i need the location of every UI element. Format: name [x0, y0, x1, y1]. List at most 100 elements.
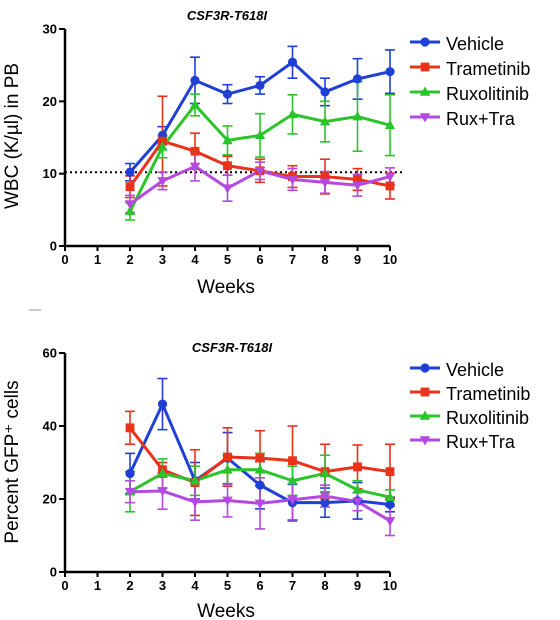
legend-label-vehicle: Vehicle [446, 360, 504, 380]
x-tick-label: 8 [321, 578, 328, 593]
legend-swatch-marker-vehicle [420, 363, 430, 373]
legend-label-rux-tra: Rux+Tra [446, 432, 516, 452]
data-point-ruxolitinib [287, 475, 298, 485]
legend-swatch-marker-ruxolitinib [419, 86, 431, 96]
data-point-ruxolitinib [352, 484, 363, 494]
data-point-trametinib [353, 175, 362, 184]
y-axis-label: Percent GFP⁺ cells [2, 380, 23, 543]
data-point-vehicle [287, 57, 298, 67]
data-point-trametinib [125, 182, 135, 192]
data-point-ruxolitinib [124, 205, 136, 216]
x-tick-label: 6 [256, 252, 263, 267]
data-point-rux-tra [254, 499, 266, 509]
legend-label-ruxolitinib: Ruxolitinib [446, 84, 529, 104]
x-tick-label: 3 [159, 252, 166, 267]
data-point-trametinib [190, 146, 200, 156]
legend-swatch-marker-vehicle [420, 37, 430, 47]
legend-swatch-marker-trametinib [420, 62, 430, 72]
x-tick-label: 7 [289, 578, 296, 593]
data-point-ruxolitinib [254, 464, 266, 474]
data-points [124, 399, 396, 527]
data-point-vehicle [125, 468, 135, 479]
x-tick-label: 1 [94, 252, 101, 267]
data-point-ruxolitinib [319, 467, 331, 478]
wbc-chart: CSF3R-T618I WBC (K/µl) in PB Weeks 0 1 2 3 4… [2, 8, 530, 298]
data-point-rux-tra [157, 177, 168, 187]
x-tick-label: 2 [126, 578, 133, 593]
data-point-rux-tra [189, 162, 201, 172]
data-point-ruxolitinib [384, 119, 396, 130]
x-axis-label: Weeks [197, 277, 255, 298]
legend-label-rux-tra: Rux+Tra [446, 109, 516, 129]
data-point-vehicle [125, 167, 135, 177]
axes [59, 352, 391, 577]
x-tick-label: 9 [354, 578, 361, 593]
x-tick-label: 1 [94, 578, 101, 593]
data-point-ruxolitinib [384, 491, 396, 501]
legend-swatch-marker-trametinib [420, 387, 430, 397]
x-tick-label: 0 [61, 578, 68, 593]
data-point-trametinib [255, 453, 265, 463]
x-tick-label: 0 [61, 252, 68, 267]
legend-label-ruxolitinib: Ruxolitinib [446, 408, 529, 428]
data-points [124, 57, 396, 216]
legend-swatch-marker-ruxolitinib [419, 410, 431, 420]
data-point-rux-tra [157, 487, 168, 497]
data-point-vehicle [320, 498, 330, 508]
data-point-rux-tra [124, 487, 136, 498]
legend-label-trametinib: Trametinib [446, 384, 530, 404]
data-point-rux-tra [352, 181, 363, 191]
legend-label-vehicle: Vehicle [446, 34, 504, 54]
data-point-vehicle [190, 75, 200, 85]
x-tick-label: 10 [383, 578, 397, 593]
y-tick-label: 10 [43, 166, 57, 181]
data-point-trametinib [158, 136, 167, 146]
data-point-rux-tra [124, 200, 136, 210]
data-point-trametinib [125, 423, 135, 433]
data-point-ruxolitinib [352, 111, 363, 121]
data-point-rux-tra [319, 492, 331, 502]
tick-labels: 0 1 2 3 4 5 6 7 8 9 10 0 10 20 30 [43, 22, 398, 268]
data-point-trametinib [288, 456, 297, 466]
x-tick-label: 5 [224, 578, 231, 593]
y-tick-label: 0 [50, 565, 57, 580]
x-tick-label: 10 [383, 252, 397, 267]
x-axis-label: Weeks [197, 601, 255, 620]
data-point-rux-tra [222, 496, 233, 506]
data-point-ruxolitinib [157, 141, 168, 151]
y-tick-label: 60 [43, 346, 57, 361]
data-point-trametinib [223, 161, 232, 171]
data-point-vehicle [352, 74, 363, 84]
legend: Vehicle Trametinib Ruxolitinib Rux+Tra [410, 34, 530, 129]
x-tick-label: 4 [191, 578, 199, 593]
x-tick-label: 4 [191, 252, 199, 267]
data-point-trametinib [385, 467, 395, 477]
x-tick-label: 3 [159, 578, 166, 593]
data-point-ruxolitinib [222, 464, 233, 474]
x-tick-label: 7 [289, 252, 296, 267]
data-point-vehicle [222, 89, 233, 99]
legend: Vehicle Trametinib Ruxolitinib Rux+Tra [410, 360, 530, 452]
data-point-vehicle [385, 499, 395, 510]
data-point-rux-tra [384, 517, 396, 527]
data-point-rux-tra [189, 498, 201, 508]
y-tick-label: 30 [43, 22, 57, 37]
data-point-rux-tra [319, 178, 331, 188]
data-point-rux-tra [287, 175, 298, 185]
data-point-ruxolitinib [189, 475, 201, 485]
data-point-vehicle [320, 87, 330, 97]
axes [59, 28, 391, 251]
data-point-rux-tra [384, 172, 396, 183]
data-point-trametinib [223, 452, 232, 462]
data-point-vehicle [157, 399, 168, 409]
y-axis-label: WBC (K/µl) in PB [2, 63, 23, 209]
y-tick-label: 40 [43, 419, 57, 434]
data-point-ruxolitinib [189, 99, 201, 109]
data-point-trametinib [320, 172, 330, 181]
data-point-rux-tra [254, 166, 266, 177]
x-tick-label: 6 [256, 578, 263, 593]
data-point-vehicle [385, 67, 395, 77]
y-tick-label: 0 [50, 239, 57, 254]
legend-swatch-marker-rux-tra [419, 113, 431, 123]
